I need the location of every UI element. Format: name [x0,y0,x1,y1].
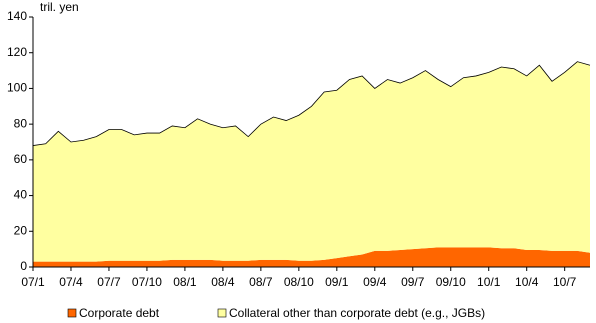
legend-label: Collateral other than corporate debt (e.… [229,306,485,320]
y-tick-label: 140 [7,9,27,23]
x-tick-label: 10/1 [477,275,501,289]
y-tick-label: 60 [14,152,28,166]
x-tick-label: 10/7 [553,275,577,289]
legend-swatch [67,308,77,318]
x-tick-label: 10/4 [515,275,539,289]
x-tick-label: 07/4 [59,275,83,289]
x-tick-label: 08/4 [211,275,235,289]
y-tick-label: 0 [20,259,27,273]
area-outline [32,61,591,146]
x-tick-label: 08/7 [249,275,273,289]
x-tick-label: 09/7 [401,275,425,289]
area [33,61,590,262]
legend-label: Corporate debt [79,306,160,320]
y-axis-label: tril. yen [40,0,79,14]
x-tick-label: 09/10 [436,275,466,289]
x-tick-label: 07/7 [97,275,121,289]
x-tick-label: 08/1 [173,275,197,289]
x-tick-label: 09/1 [325,275,349,289]
y-tick-label: 40 [14,188,28,202]
x-tick-label: 07/1 [21,275,45,289]
y-tick-label: 80 [14,116,28,130]
area [33,247,590,267]
x-tick-label: 09/4 [363,275,387,289]
x-tick-label: 08/10 [284,275,314,289]
y-tick-label: 100 [7,81,27,95]
y-tick-label: 20 [14,223,28,237]
y-tick-label: 120 [7,45,27,59]
x-tick-label: 07/10 [132,275,162,289]
legend-swatch [217,308,227,318]
